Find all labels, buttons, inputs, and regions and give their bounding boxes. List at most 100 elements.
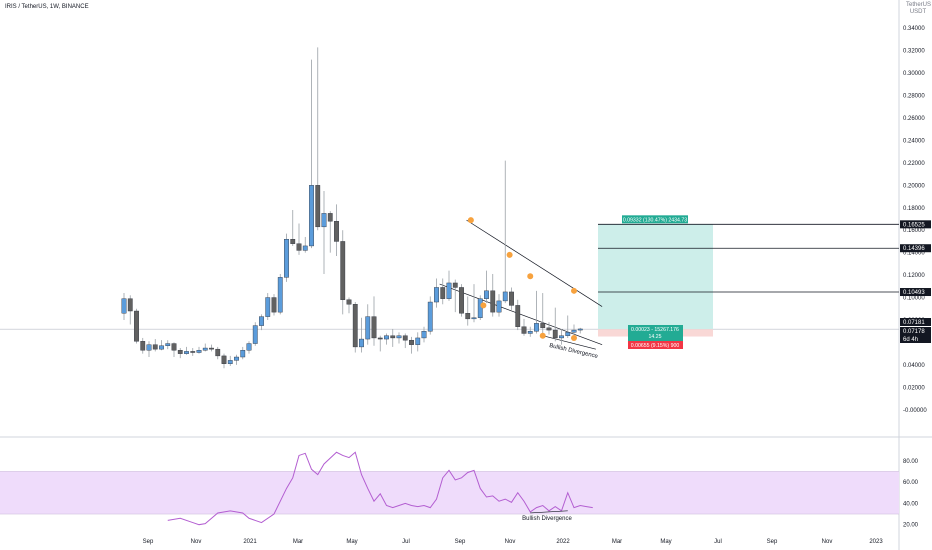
candle-body — [265, 297, 271, 317]
price-scale-label-bg — [900, 335, 931, 343]
price-scale-label: 0.07181 — [903, 320, 925, 326]
candle-body — [196, 350, 202, 353]
rsi-tick-label: 40.00 — [903, 501, 919, 507]
y-tick-label: 0.10000 — [903, 296, 925, 302]
candle-body — [571, 329, 577, 333]
candle-body — [465, 313, 471, 320]
candle-body — [252, 325, 258, 344]
pivot-dot — [571, 287, 577, 294]
candle-body — [202, 347, 208, 351]
candle-body — [502, 291, 508, 302]
divergence-label: Bullish Divergence — [549, 343, 599, 360]
candle-body — [452, 282, 458, 288]
candle-body — [334, 221, 339, 242]
x-tick-label: Jul — [714, 539, 722, 545]
candle-body — [240, 350, 246, 358]
candle-body — [459, 287, 464, 314]
candle-body — [259, 316, 264, 326]
price-scale-label: 0.14396 — [903, 246, 925, 252]
pivot-dot — [571, 334, 577, 341]
candle-body — [209, 347, 214, 350]
y-tick-label: -0.00000 — [903, 408, 927, 414]
entry-label-2: 14.25 — [649, 334, 662, 340]
candle-body — [140, 341, 146, 351]
candle-body — [577, 328, 583, 331]
y-tick-label: 0.14000 — [903, 251, 925, 257]
candle-body — [377, 337, 383, 340]
candle-body — [546, 327, 552, 331]
entry-label-1: 0.00023 - 15267.176 — [631, 327, 679, 333]
candle-body — [415, 337, 421, 345]
x-tick-label: Mar — [293, 539, 303, 545]
candle-body — [527, 331, 533, 334]
candle-body — [121, 298, 127, 314]
candle-body — [402, 335, 408, 341]
y-tick-label: 0.12000 — [903, 273, 925, 279]
price-scale-label: 0.07178 — [903, 329, 925, 335]
pivot-dot — [506, 251, 513, 258]
candle-body — [477, 298, 483, 318]
candle-body — [390, 335, 396, 339]
candle-body — [171, 343, 177, 351]
price-scale-label: 0.16525 — [903, 222, 925, 228]
candle-body — [534, 323, 539, 332]
x-tick-label: May — [660, 539, 671, 545]
rsi-tick-label: 80.00 — [903, 459, 919, 465]
candle-body — [409, 339, 414, 345]
candle-body — [284, 238, 289, 278]
pivot-dot — [467, 217, 474, 224]
candle-body — [521, 326, 527, 334]
price-scale-label-bg — [900, 244, 931, 253]
pivot-dot — [480, 302, 487, 309]
y-tick-label: 0.26000 — [903, 116, 925, 122]
x-tick-label: 2022 — [556, 539, 570, 545]
price-scale-label: 0.10493 — [903, 290, 925, 296]
candle-body — [371, 316, 377, 339]
candle-body — [559, 335, 564, 339]
rsi-tick-label: 20.00 — [903, 523, 919, 529]
currency-top: TetherUS — [906, 2, 932, 8]
target-zone — [598, 224, 713, 330]
symbol-title: IRIS / TetherUS, 1W, BINANCE — [5, 4, 89, 10]
y-tick-label: 0.18000 — [903, 206, 925, 212]
candle-body — [471, 317, 477, 320]
candle-body — [134, 310, 139, 342]
candle-body — [215, 348, 221, 357]
y-tick-label: 0.28000 — [903, 94, 925, 100]
stop-label-bg — [628, 341, 683, 349]
candle-body — [434, 287, 439, 303]
candles-group — [121, 47, 583, 369]
x-tick-label: Sep — [455, 539, 466, 545]
price-scale-label-bg — [900, 327, 931, 335]
candle-body — [359, 338, 364, 348]
target-label-bg — [622, 215, 688, 224]
candle-body — [221, 355, 227, 364]
x-tick-label: 2023 — [869, 539, 883, 545]
candle-body — [184, 351, 189, 354]
candle-body — [227, 360, 233, 364]
candle-body — [177, 350, 183, 354]
candle-body — [146, 344, 152, 351]
candle-body — [565, 332, 571, 336]
pivot-dot — [539, 332, 546, 339]
divergence-rsi-label: Bullish Divergence — [522, 516, 572, 522]
candle-body — [490, 290, 496, 313]
candle-body — [190, 351, 196, 353]
candle-body — [352, 304, 358, 348]
rsi-band — [0, 471, 899, 515]
candle-body — [127, 298, 133, 312]
wedge-upper-line — [466, 219, 603, 307]
candle-body — [165, 343, 171, 346]
candle-body — [315, 185, 321, 228]
y-tick-label: 0.22000 — [903, 161, 925, 167]
candle-body — [446, 282, 452, 299]
candle-body — [290, 238, 296, 244]
price-scale-label-bg — [900, 318, 931, 326]
pivot-dot — [527, 273, 534, 280]
currency-bottom: USDT — [909, 9, 927, 15]
y-tick-label: 0.20000 — [903, 183, 925, 189]
candle-body — [302, 245, 308, 251]
candle-body — [509, 291, 514, 306]
